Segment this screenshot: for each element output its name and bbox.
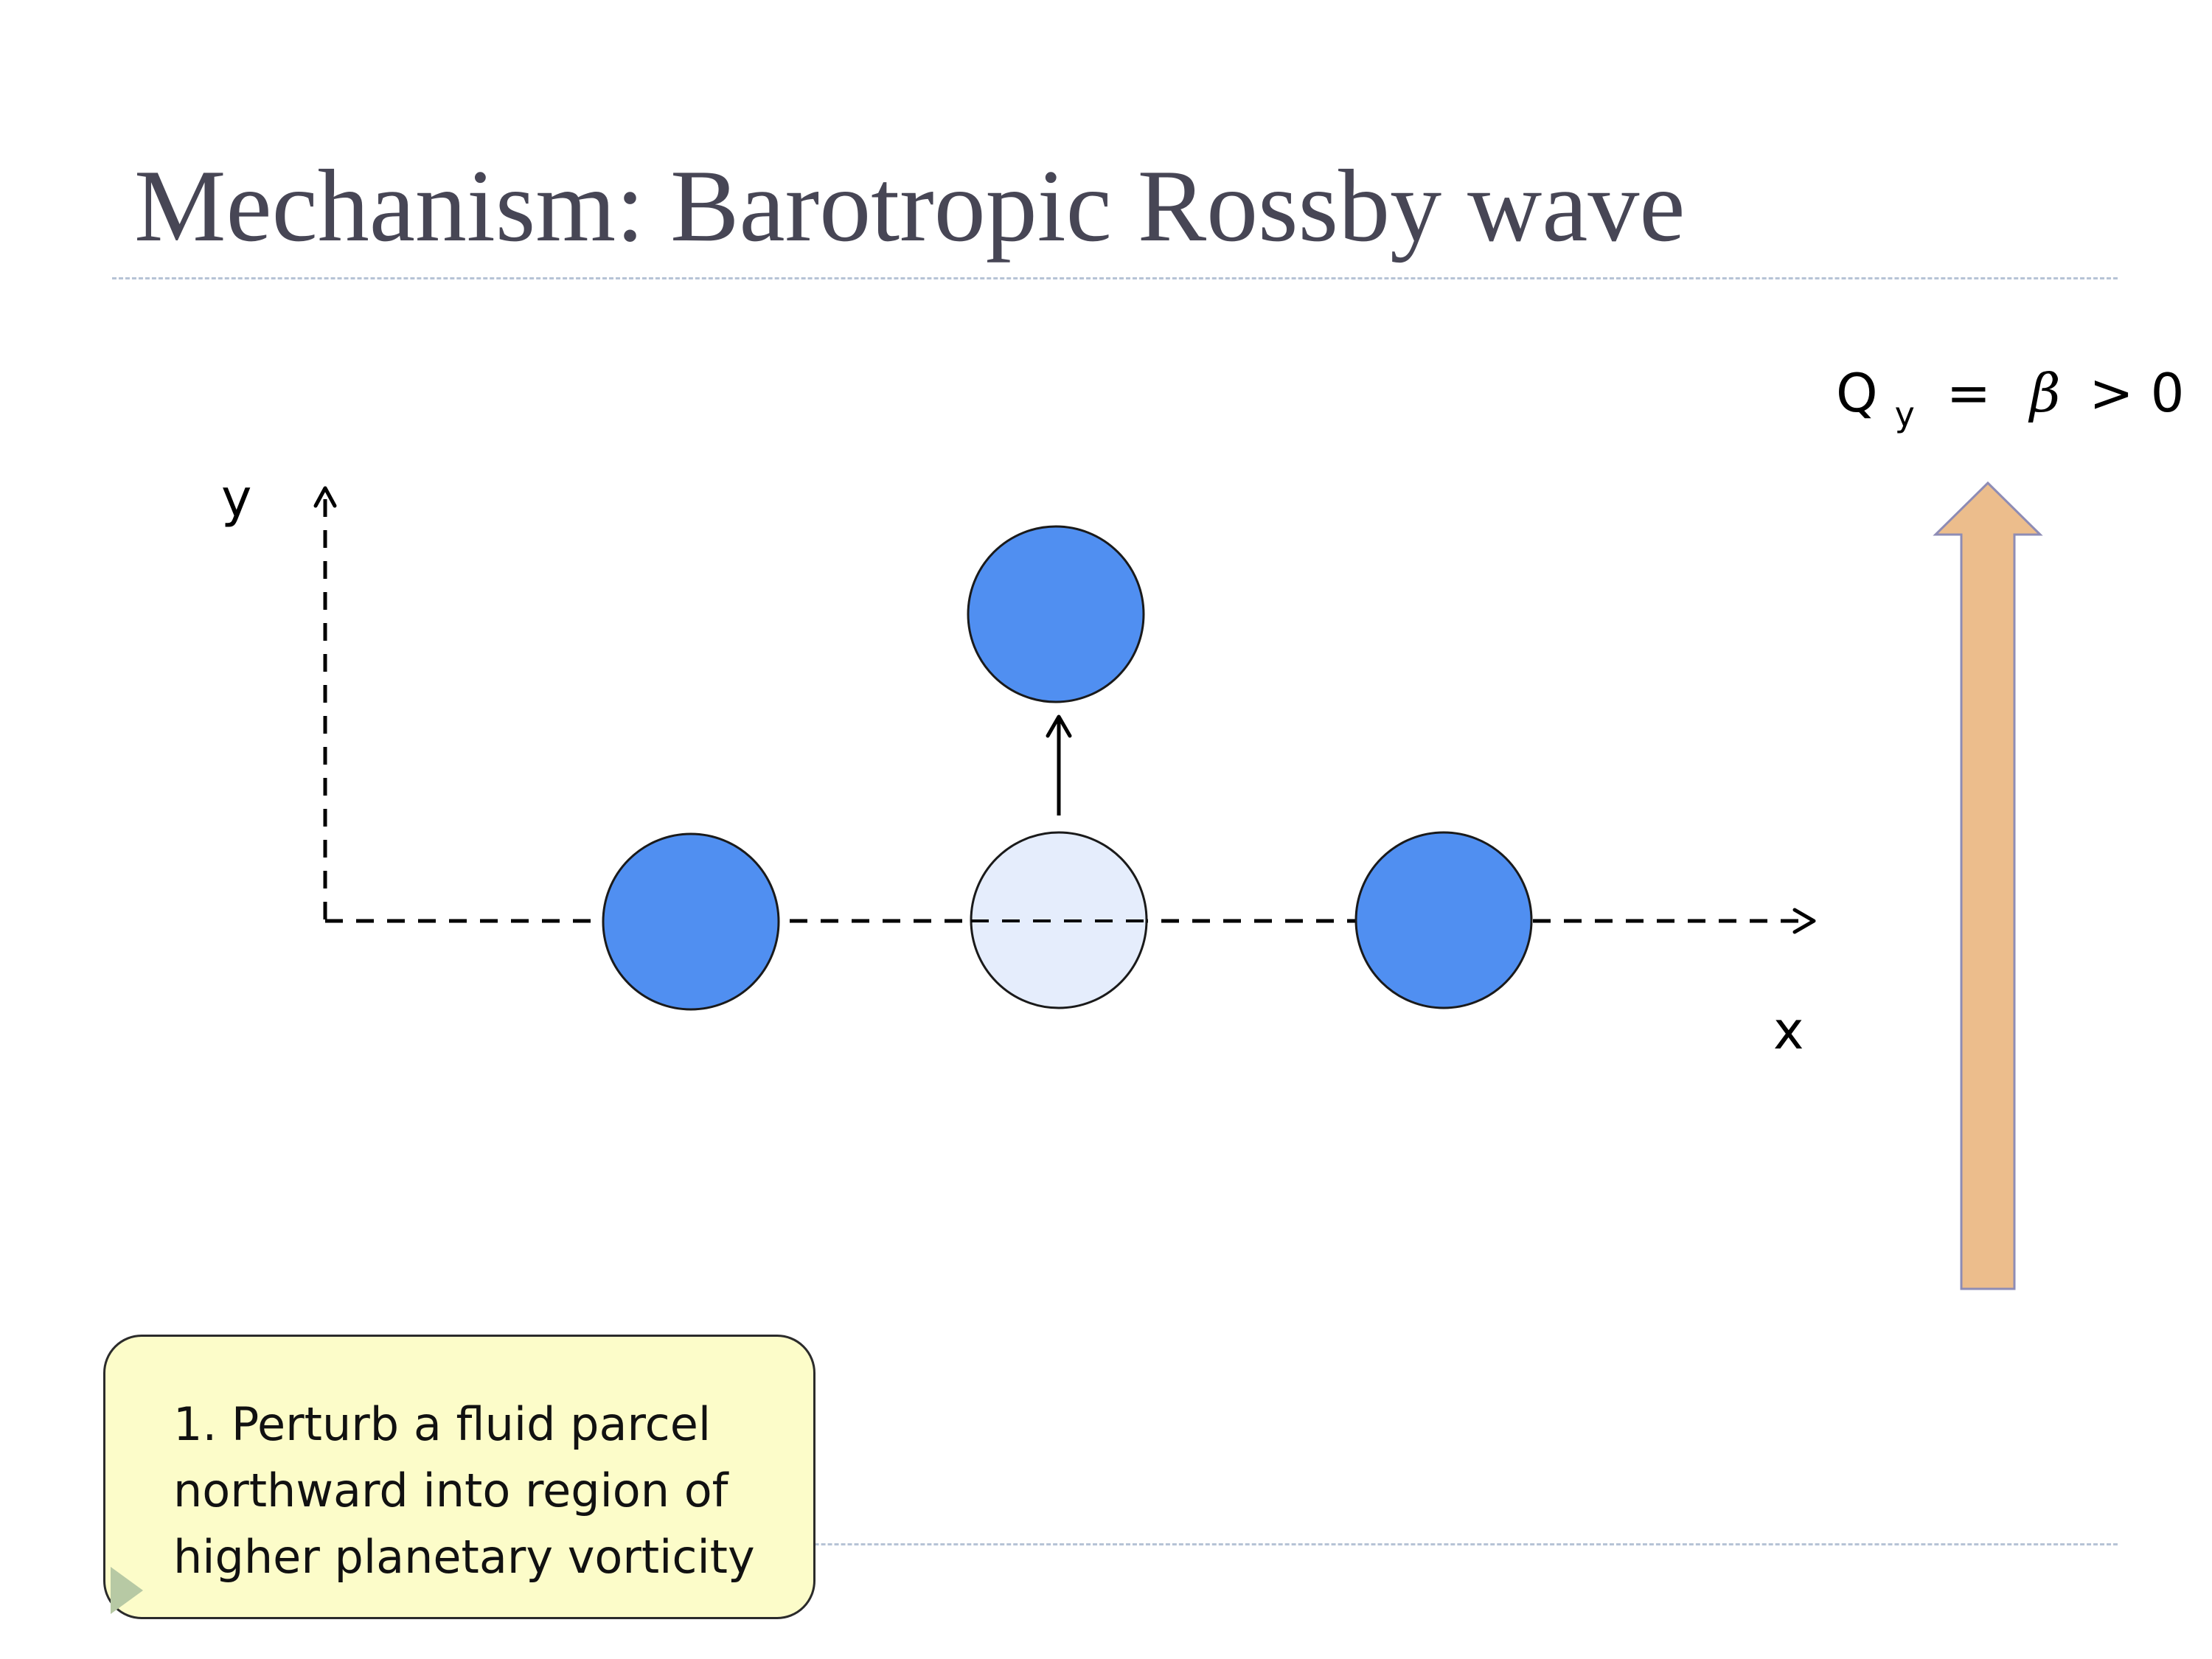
title-divider: [112, 277, 2118, 279]
x-axis-label: x: [1773, 1001, 1804, 1061]
pv-gradient-label-rest: > 0: [2089, 362, 2184, 424]
y-axis-arrowhead-icon: [313, 486, 337, 508]
callout-line-1: 1. Perturb a fluid parcel: [173, 1397, 712, 1451]
pv-gradient-arrow: [1933, 481, 2043, 1290]
y-axis-label: y: [221, 468, 251, 529]
slide-title: Mechanism: Barotropic Rossby wave: [134, 149, 1686, 263]
displacement-arrowhead-icon: [1046, 714, 1072, 738]
callout-line-2: northward into region of: [173, 1464, 728, 1517]
pv-gradient-label-q: Q: [1836, 362, 1878, 424]
pv-gradient-label-subscript: y: [1895, 394, 1915, 434]
pv-gradient-label: Q y = β > 0: [1836, 362, 2184, 439]
parcel-left: [602, 832, 780, 1011]
pv-gradient-label-equals: =: [1947, 362, 1991, 424]
callout-line-3: higher planetary vorticity: [173, 1530, 755, 1584]
parcel-right: [1354, 831, 1533, 1009]
bullet-triangle-icon: [111, 1567, 143, 1614]
step-callout: 1. Perturb a fluid parcel northward into…: [103, 1335, 815, 1619]
footer-divider: [112, 1543, 2118, 1545]
x-axis-arrowhead-icon: [1792, 908, 1816, 934]
parcel-displaced-origin: [970, 831, 1148, 1009]
pv-gradient-label-beta: β: [2028, 362, 2061, 424]
parcel-displaced: [967, 525, 1145, 703]
